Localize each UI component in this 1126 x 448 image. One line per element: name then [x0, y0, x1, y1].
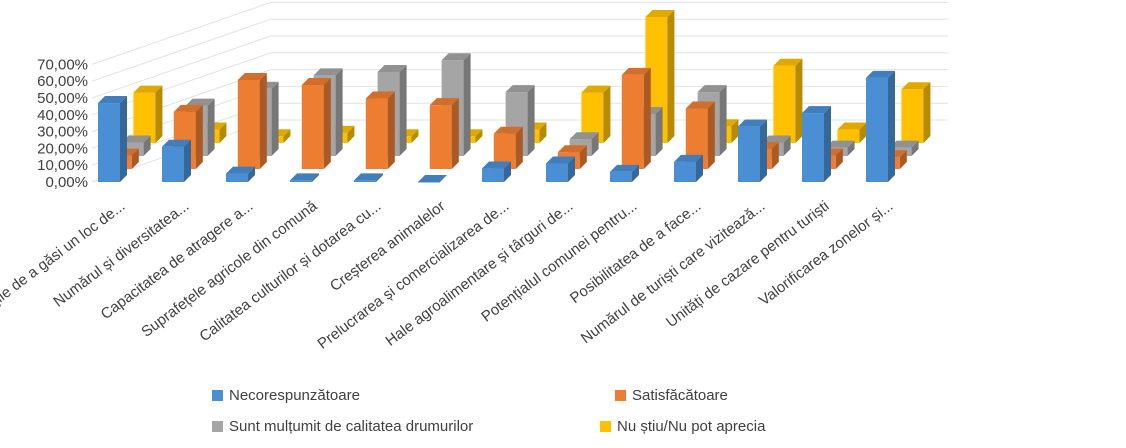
x-axis-tick-labels: Oportunitățile de a găsi un loc de...Num…	[0, 197, 896, 352]
y-tick-label: 50,00%	[37, 90, 88, 107]
bar	[418, 175, 447, 183]
bar	[674, 154, 703, 182]
bar	[621, 67, 651, 169]
legend-item: Satisfăcătoare	[615, 387, 728, 404]
legend-item: Nu știu/Nu pot aprecia	[600, 418, 765, 435]
bar	[610, 164, 639, 182]
bar	[290, 173, 319, 182]
bar	[365, 91, 395, 169]
x-tick-label: Creșterea animalelor	[327, 198, 448, 295]
legend-swatch	[212, 421, 223, 432]
y-tick-label: 40,00%	[37, 107, 88, 124]
y-tick-label: 20,00%	[37, 140, 88, 157]
bar	[773, 58, 803, 143]
gridline	[91, 35, 948, 99]
y-tick-label: 70,00%	[37, 56, 88, 73]
legend-label: Nu știu/Nu pot aprecia	[617, 418, 766, 435]
bar	[837, 122, 867, 143]
bar	[429, 98, 459, 169]
bar	[685, 101, 715, 169]
bar	[581, 85, 611, 143]
bar	[738, 119, 767, 182]
bar	[493, 126, 523, 169]
bar	[354, 173, 383, 182]
legend-label: Satisfăcătoare	[632, 387, 728, 404]
legend-swatch	[600, 421, 611, 432]
legend-item: Sunt mulțumit de calitatea drumurilor	[212, 418, 473, 435]
legend-swatch	[212, 390, 223, 401]
bar	[482, 161, 511, 182]
bar	[901, 82, 931, 143]
y-tick-label: 10,00%	[37, 157, 88, 174]
legend-item: Necorespunzătoare	[212, 387, 360, 404]
bar	[98, 96, 127, 182]
bars	[98, 10, 931, 183]
y-tick-label: 60,00%	[37, 73, 88, 90]
legend-label: Necorespunzătoare	[229, 387, 360, 404]
y-tick-label: 30,00%	[37, 124, 88, 141]
bar	[162, 139, 191, 182]
bar	[866, 70, 895, 182]
bar	[301, 78, 331, 169]
y-axis-tick-labels: 0,00%10,00%20,00%30,00%40,00%50,00%60,00…	[37, 56, 88, 191]
gridline	[91, 1, 948, 65]
bar	[802, 106, 831, 182]
bar	[546, 156, 575, 182]
bar	[133, 85, 163, 143]
bar	[237, 72, 267, 169]
y-tick-label: 0,00%	[45, 174, 88, 191]
legend-swatch	[615, 390, 626, 401]
x-tick-label: Oportunitățile de a găsi un loc de...	[0, 198, 128, 351]
gridline	[91, 18, 948, 82]
legend-label: Sunt mulțumit de calitatea drumurilor	[229, 418, 474, 435]
bar	[226, 166, 255, 182]
